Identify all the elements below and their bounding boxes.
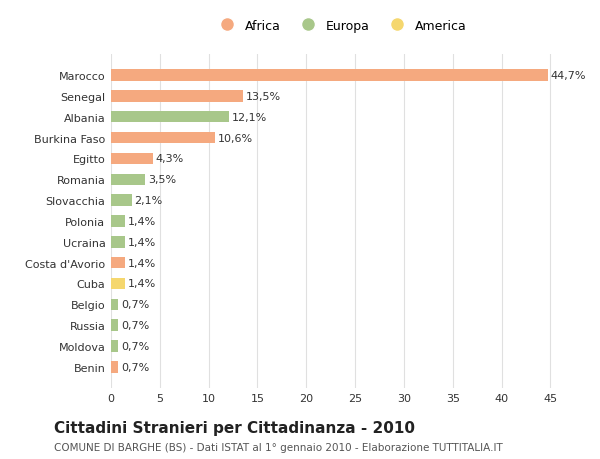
Text: Cittadini Stranieri per Cittadinanza - 2010: Cittadini Stranieri per Cittadinanza - 2… bbox=[54, 420, 415, 435]
Text: 12,1%: 12,1% bbox=[232, 112, 268, 123]
Bar bbox=[111, 299, 118, 310]
Legend: Africa, Europa, America: Africa, Europa, America bbox=[210, 15, 471, 38]
Text: 2,1%: 2,1% bbox=[134, 196, 163, 206]
Bar bbox=[111, 153, 153, 165]
Text: 3,5%: 3,5% bbox=[148, 175, 176, 185]
Text: 10,6%: 10,6% bbox=[217, 133, 253, 143]
Text: 1,4%: 1,4% bbox=[128, 217, 156, 226]
Bar bbox=[111, 91, 243, 102]
Text: 0,7%: 0,7% bbox=[121, 362, 149, 372]
Text: 1,4%: 1,4% bbox=[128, 237, 156, 247]
Bar bbox=[111, 133, 215, 144]
Text: 0,7%: 0,7% bbox=[121, 300, 149, 310]
Bar bbox=[111, 112, 229, 123]
Text: COMUNE DI BARGHE (BS) - Dati ISTAT al 1° gennaio 2010 - Elaborazione TUTTITALIA.: COMUNE DI BARGHE (BS) - Dati ISTAT al 1°… bbox=[54, 442, 503, 452]
Bar bbox=[111, 257, 125, 269]
Bar bbox=[111, 195, 131, 207]
Text: 1,4%: 1,4% bbox=[128, 258, 156, 268]
Text: 4,3%: 4,3% bbox=[156, 154, 184, 164]
Bar bbox=[111, 361, 118, 373]
Text: 44,7%: 44,7% bbox=[550, 71, 586, 81]
Text: 13,5%: 13,5% bbox=[246, 92, 281, 102]
Bar bbox=[111, 341, 118, 352]
Bar bbox=[111, 70, 548, 82]
Bar bbox=[111, 174, 145, 185]
Bar bbox=[111, 278, 125, 290]
Bar bbox=[111, 320, 118, 331]
Text: 1,4%: 1,4% bbox=[128, 279, 156, 289]
Text: 0,7%: 0,7% bbox=[121, 320, 149, 330]
Text: 0,7%: 0,7% bbox=[121, 341, 149, 351]
Bar bbox=[111, 216, 125, 227]
Bar bbox=[111, 236, 125, 248]
